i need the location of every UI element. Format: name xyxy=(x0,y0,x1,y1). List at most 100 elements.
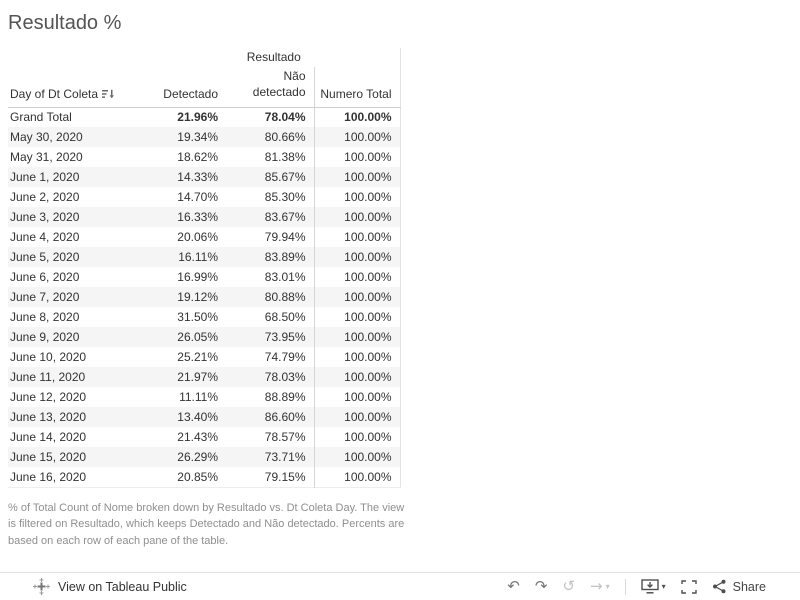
value-cell[interactable]: 100.00% xyxy=(313,127,401,147)
row-label[interactable]: May 30, 2020 xyxy=(8,127,148,147)
value-cell[interactable]: 100.00% xyxy=(313,227,401,247)
column-header-row: Day of Dt Coleta Detectado Não detectado… xyxy=(8,67,401,108)
row-label[interactable]: May 31, 2020 xyxy=(10,150,83,164)
value-cell[interactable]: 85.67% xyxy=(226,167,314,187)
value-cell[interactable]: 100.00% xyxy=(313,327,401,347)
row-label[interactable]: June 14, 2020 xyxy=(10,430,87,444)
value-cell[interactable]: 100.00% xyxy=(313,247,401,267)
value-cell[interactable]: 25.21% xyxy=(177,350,218,364)
value-cell[interactable]: 100.00% xyxy=(313,307,401,327)
value-cell[interactable]: 88.89% xyxy=(264,390,306,404)
value-cell[interactable]: 18.62% xyxy=(177,150,218,164)
value-cell[interactable]: 78.04% xyxy=(264,110,306,125)
value-cell[interactable]: 26.29% xyxy=(148,447,226,467)
value-cell[interactable]: 100.00% xyxy=(313,267,401,287)
value-cell[interactable]: 83.01% xyxy=(264,270,306,284)
table-row: June 1, 2020 14.33% 85.67% 100.00% xyxy=(8,167,401,187)
value-cell[interactable]: 26.05% xyxy=(148,327,226,347)
value-cell[interactable]: 100.00% xyxy=(313,387,401,407)
value-cell[interactable]: 100.00% xyxy=(313,207,401,227)
value-cell[interactable]: 68.50% xyxy=(264,310,306,324)
row-label[interactable]: June 8, 2020 xyxy=(10,310,80,324)
value-cell[interactable]: 100.00% xyxy=(313,367,401,387)
value-cell[interactable]: 100.00% xyxy=(313,427,401,447)
value-cell[interactable]: 80.88% xyxy=(226,287,314,307)
value-cell[interactable]: 100.00% xyxy=(313,407,401,427)
row-label[interactable]: June 1, 2020 xyxy=(8,167,148,187)
row-label[interactable]: June 13, 2020 xyxy=(8,407,148,427)
value-cell[interactable]: 31.50% xyxy=(177,310,218,324)
value-cell[interactable]: 79.15% xyxy=(264,469,306,484)
row-label[interactable]: June 12, 2020 xyxy=(10,390,87,404)
value-cell[interactable]: 21.43% xyxy=(177,430,218,444)
value-cell[interactable]: 100.00% xyxy=(313,347,401,367)
value-cell[interactable]: 21.97% xyxy=(148,367,226,387)
value-cell[interactable]: 85.30% xyxy=(264,190,306,204)
viz-caption: % of Total Count of Nome broken down by … xyxy=(8,501,405,547)
column-header-nao-detectado[interactable]: Não detectado xyxy=(226,67,314,108)
view-on-tableau-public-link[interactable]: View on Tableau Public xyxy=(33,578,187,595)
table-row: June 3, 2020 16.33% 83.67% 100.00% xyxy=(8,207,401,227)
value-cell[interactable]: 100.00% xyxy=(313,187,401,207)
value-cell[interactable]: 78.03% xyxy=(226,367,314,387)
value-cell[interactable]: 13.40% xyxy=(148,407,226,427)
value-cell[interactable]: 100.00% xyxy=(313,467,401,487)
value-cell[interactable]: 100.00% xyxy=(313,287,401,307)
share-icon xyxy=(712,579,726,594)
undo-button[interactable]: ↶ xyxy=(507,579,520,594)
row-label[interactable]: June 5, 2020 xyxy=(8,247,148,267)
value-cell[interactable]: 73.95% xyxy=(226,327,314,347)
redo-button[interactable]: ↷ xyxy=(535,579,548,594)
value-cell[interactable]: 19.12% xyxy=(148,287,226,307)
value-cell[interactable]: 14.70% xyxy=(177,190,218,204)
redo-icon: ↷ xyxy=(534,577,548,595)
row-label[interactable]: June 4, 2020 xyxy=(10,230,80,244)
row-label[interactable]: June 11, 2020 xyxy=(8,367,148,387)
table-row: June 4, 2020 20.06% 79.94% 100.00% xyxy=(8,227,401,247)
value-cell[interactable]: 78.57% xyxy=(264,430,306,444)
value-cell[interactable]: 100.00% xyxy=(313,167,401,187)
value-cell[interactable]: 16.11% xyxy=(148,247,226,267)
fullscreen-button[interactable] xyxy=(680,579,697,594)
value-cell[interactable]: 16.33% xyxy=(148,207,226,227)
row-label[interactable]: June 7, 2020 xyxy=(8,287,148,307)
row-label[interactable]: June 3, 2020 xyxy=(8,207,148,227)
table-row: June 13, 2020 13.40% 86.60% 100.00% xyxy=(8,407,401,427)
value-cell[interactable]: 20.06% xyxy=(177,230,218,244)
value-cell[interactable]: 100.00% xyxy=(313,147,401,167)
dimension-header[interactable]: Day of Dt Coleta xyxy=(8,67,148,108)
value-cell[interactable]: 79.94% xyxy=(264,230,306,244)
row-label[interactable]: June 16, 2020 xyxy=(10,469,87,484)
value-cell[interactable]: 100.00% xyxy=(313,447,401,467)
value-cell[interactable]: 19.34% xyxy=(148,127,226,147)
share-button[interactable]: Share xyxy=(712,579,766,594)
undo-icon: ↶ xyxy=(507,577,520,595)
value-cell[interactable]: 83.67% xyxy=(226,207,314,227)
column-header-detectado[interactable]: Detectado xyxy=(148,67,226,108)
value-cell[interactable]: 16.99% xyxy=(177,270,218,284)
replay-button[interactable]: ↺ xyxy=(562,579,575,594)
value-cell[interactable]: 81.38% xyxy=(264,150,306,164)
column-header-numero-total[interactable]: Numero Total xyxy=(313,67,401,108)
value-cell[interactable]: 11.11% xyxy=(179,390,218,404)
value-cell[interactable]: 21.96% xyxy=(177,110,218,125)
row-label[interactable]: June 10, 2020 xyxy=(10,350,87,364)
value-cell[interactable]: 20.85% xyxy=(177,469,218,484)
column-group-header[interactable]: Resultado xyxy=(148,48,401,67)
download-button[interactable]: ▾ xyxy=(640,579,666,594)
value-cell[interactable]: 73.71% xyxy=(226,447,314,467)
value-cell[interactable]: 74.79% xyxy=(264,350,306,364)
row-label[interactable]: June 2, 2020 xyxy=(10,190,80,204)
row-label[interactable]: June 15, 2020 xyxy=(8,447,148,467)
sort-icon[interactable] xyxy=(102,89,114,99)
value-cell[interactable]: 80.66% xyxy=(226,127,314,147)
value-cell[interactable]: 100.00% xyxy=(313,107,401,127)
row-label[interactable]: June 9, 2020 xyxy=(8,327,148,347)
row-label[interactable]: June 6, 2020 xyxy=(10,270,80,284)
grand-total-row: Grand Total 21.96% 78.04% 100.00% xyxy=(8,107,401,127)
value-cell[interactable]: 83.89% xyxy=(226,247,314,267)
value-cell[interactable]: 86.60% xyxy=(226,407,314,427)
forward-button[interactable]: → ▾ xyxy=(590,579,610,594)
row-label[interactable]: Grand Total xyxy=(10,110,72,125)
value-cell[interactable]: 14.33% xyxy=(148,167,226,187)
